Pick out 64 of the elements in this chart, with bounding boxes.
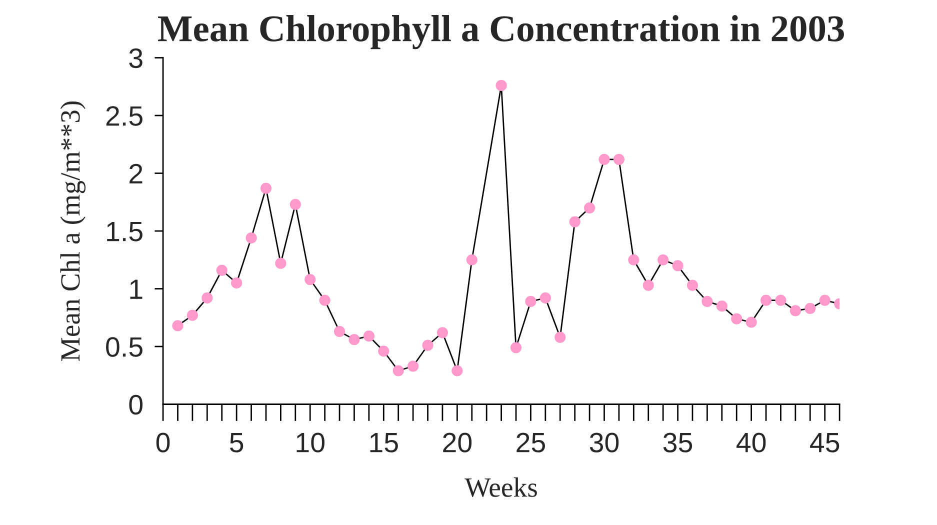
point (775, 294, 786, 306)
chart-title: Mean Chlorophyll a Concentration in 2003 (158, 15, 844, 50)
point (348, 334, 360, 346)
point (510, 342, 522, 354)
x-tick-label: 35 (663, 432, 692, 452)
point (378, 346, 390, 357)
point (746, 316, 757, 328)
point (686, 280, 698, 291)
point (186, 310, 198, 321)
point (466, 254, 478, 266)
y-tick-label: 0.5 (106, 337, 142, 357)
x-tick-label: 10 (296, 432, 324, 452)
point (525, 296, 536, 308)
x-tick-label: 40 (736, 432, 766, 452)
point (540, 292, 551, 304)
point (202, 292, 213, 304)
point (392, 365, 404, 376)
y-tick-label: 1 (130, 280, 142, 299)
point (260, 182, 272, 194)
point (642, 280, 654, 291)
x-axis-title: Weeks (464, 477, 537, 498)
x-tick-label: 0 (156, 432, 170, 452)
y-tick-label: 3 (129, 48, 142, 68)
point (319, 294, 330, 306)
point (716, 300, 728, 312)
x-tick-label: 5 (230, 433, 244, 452)
point (554, 332, 566, 343)
point (408, 360, 419, 372)
point (246, 232, 257, 244)
point (216, 264, 228, 276)
point (804, 302, 816, 314)
point (790, 305, 801, 316)
x-tick-label: 20 (443, 432, 472, 452)
point (613, 154, 625, 165)
point (304, 274, 316, 286)
point (760, 294, 772, 306)
y-tick-label: 0 (129, 394, 143, 415)
point (172, 320, 184, 332)
point (819, 294, 830, 306)
point (275, 258, 286, 269)
point (598, 154, 610, 165)
x-tick-label: 30 (590, 432, 619, 452)
point (363, 330, 374, 342)
point (290, 198, 301, 210)
y-tick-label: 2 (130, 164, 142, 184)
point (584, 202, 596, 214)
point (422, 340, 434, 351)
point (628, 254, 640, 266)
y-tick-label: 2.5 (106, 106, 142, 126)
point (702, 296, 713, 308)
x-tick-label: 15 (370, 433, 398, 452)
y-tick-label: 1.5 (107, 222, 142, 242)
point (672, 260, 684, 272)
point (334, 326, 346, 338)
point (452, 365, 463, 376)
point (658, 254, 669, 266)
point (731, 313, 742, 324)
x-tick-label: 45 (810, 433, 840, 452)
y-axis-title: Mean Chl a (mg/m**3) (60, 101, 86, 361)
point (436, 327, 448, 338)
point (231, 277, 242, 289)
point (569, 216, 580, 228)
point (496, 80, 507, 92)
x-tick-label: 25 (516, 432, 545, 452)
